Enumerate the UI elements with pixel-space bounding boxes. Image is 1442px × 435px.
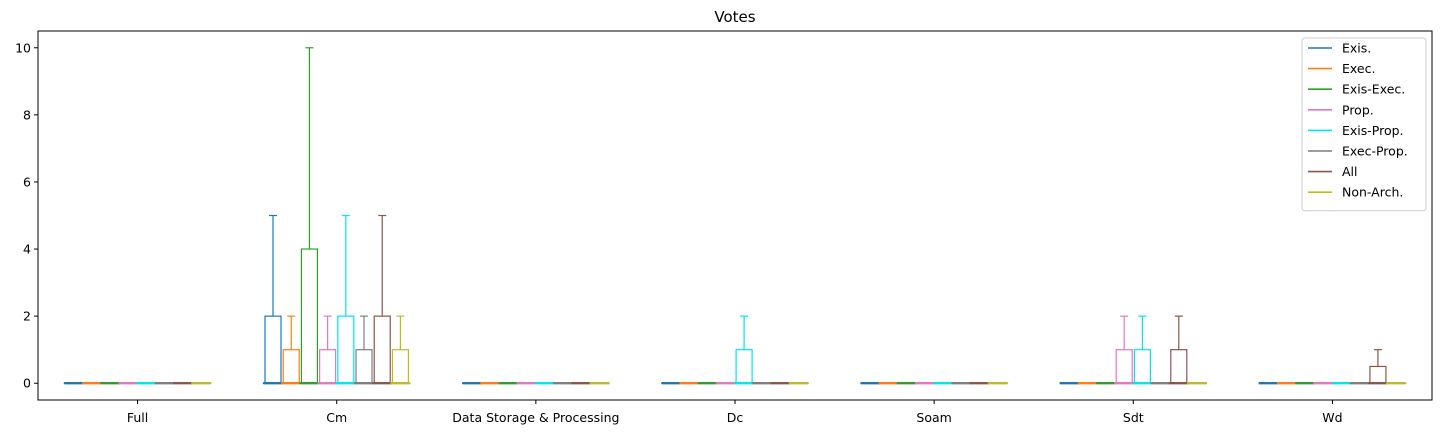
y-tick-label: 8 — [23, 107, 31, 122]
series-6 — [172, 214, 1389, 385]
legend-label: Exec. — [1342, 61, 1375, 76]
box — [1115, 349, 1133, 384]
box — [319, 349, 337, 384]
box — [1170, 349, 1188, 384]
legend-frame — [1301, 37, 1427, 212]
legend-label: Exis-Prop. — [1342, 123, 1404, 138]
x-tick-label: Full — [127, 410, 148, 425]
box — [282, 349, 300, 384]
series-1 — [81, 315, 1298, 385]
series-2 — [100, 47, 1316, 385]
box — [355, 349, 373, 384]
box — [735, 349, 753, 384]
legend-label: All — [1342, 164, 1358, 179]
legend-label: Exec-Prop. — [1342, 144, 1408, 159]
series-5 — [154, 315, 1370, 385]
y-tick-label: 10 — [15, 40, 31, 55]
chart-title: Votes — [714, 8, 755, 26]
plot-frame — [37, 30, 1433, 401]
box — [300, 248, 319, 384]
x-tick-label: Soam — [916, 410, 951, 425]
y-tick-label: 2 — [23, 309, 31, 324]
series-3 — [118, 315, 1334, 385]
x-tick-label: Wd — [1322, 410, 1342, 425]
y-tick-label: 6 — [23, 174, 31, 189]
legend-label: Non-Arch. — [1342, 185, 1403, 200]
box — [264, 315, 282, 384]
box-marks — [63, 47, 1407, 385]
y-axis: 0 2 4 6 8 10 — [15, 40, 38, 391]
series-4 — [136, 214, 1352, 385]
y-tick-label: 0 — [23, 376, 31, 391]
legend: Exis. Exec. Exis-Exec. Prop. Exis-Prop. Exec-… — [1301, 37, 1427, 212]
x-axis: Full Cm Data Storage & Processing Dc Soam Sdt… — [127, 400, 1343, 425]
box — [373, 315, 391, 384]
x-tick-label: Data Storage & Processing — [452, 410, 619, 425]
box — [1369, 365, 1387, 384]
x-tick-label: Dc — [727, 410, 744, 425]
series-0 — [63, 214, 1279, 385]
box — [391, 349, 410, 384]
legend-label: Prop. — [1342, 102, 1374, 117]
legend-label: Exis. — [1342, 41, 1371, 56]
x-tick-label: Sdt — [1123, 410, 1144, 425]
series-7 — [191, 315, 1407, 385]
legend-label: Exis-Exec. — [1342, 82, 1405, 97]
x-tick-label: Cm — [326, 410, 347, 425]
box — [337, 315, 355, 384]
y-tick-label: 4 — [23, 242, 31, 257]
box — [1133, 349, 1151, 384]
